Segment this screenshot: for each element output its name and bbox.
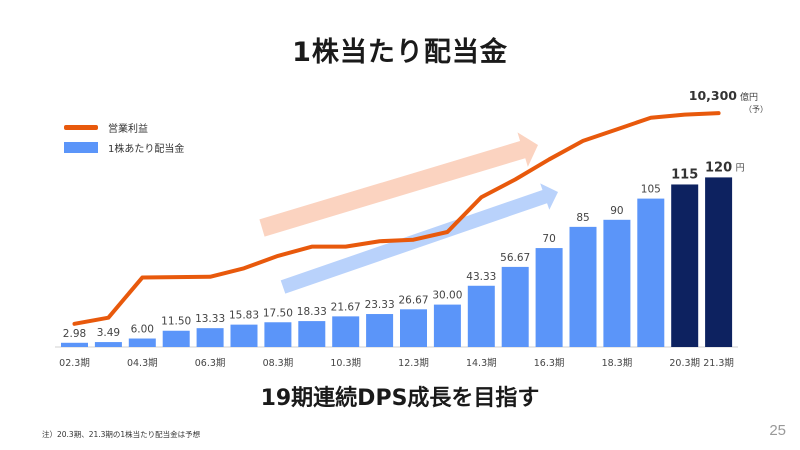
dps-bar-label-09.3期: 18.33 [297, 306, 327, 318]
dps-bar-03.3期 [94, 342, 122, 347]
dps-bar-14.3期 [467, 285, 495, 347]
dps-bar-21.3期 [705, 177, 733, 347]
dps-bar-label-10.3期: 21.67 [331, 301, 361, 313]
trend-arrow-orange-shape [259, 132, 538, 237]
x-tick-label-21.3期: 21.3期 [703, 358, 734, 369]
legend-line-label: 営業利益 [108, 123, 148, 135]
dps-bar-label-02.3期: 2.98 [63, 328, 86, 340]
dps-bar-17.3期 [569, 226, 597, 347]
dps-bar-label-18.3期: 90 [610, 205, 623, 217]
legend-item-line: 営業利益 [64, 117, 184, 137]
dps-bar-07.3期 [230, 324, 258, 347]
dps-bar-label-12.3期: 26.67 [398, 294, 428, 306]
legend-bar-swatch [64, 141, 98, 153]
x-tick-label-18.3期: 18.3期 [602, 358, 633, 369]
x-tick-label-12.3期: 12.3期 [398, 358, 429, 369]
dps-bar-label-08.3期: 17.50 [263, 307, 293, 319]
dps-bar-label-03.3期: 3.49 [97, 327, 120, 339]
dps-bar-label-05.3期: 11.50 [161, 316, 191, 328]
dps-bar-label-16.3期: 70 [542, 233, 555, 245]
dps-bar-label-14.3期: 43.33 [466, 271, 496, 283]
legend-line-swatch [64, 124, 98, 130]
dps-forecast-unit: 円 [736, 162, 745, 173]
footnote: 注）20.3期、21.3期の1株当たり配当金は予想 [42, 430, 201, 439]
x-tick-label-10.3期: 10.3期 [330, 358, 361, 369]
dps-bar-label-13.3期: 30.00 [432, 290, 462, 302]
dps-bar-15.3期 [501, 266, 529, 347]
x-tick-label-16.3期: 16.3期 [534, 358, 565, 369]
dps-bar-label-17.3期: 85 [576, 212, 589, 224]
dps-bar-16.3期 [535, 248, 563, 347]
dps-bar-label-11.3期: 23.33 [365, 299, 395, 311]
dps-bar-02.3期 [61, 342, 88, 347]
operating-profit-line [72, 111, 721, 326]
page-subtitle: 19期連続DPS成長を目指す [260, 386, 540, 411]
profit-annotation-note: （予） [744, 105, 768, 114]
x-tick-label-06.3期: 06.3期 [195, 358, 226, 369]
dps-bar-12.3期 [400, 309, 427, 347]
dps-bar-label-07.3期: 15.83 [229, 310, 259, 322]
x-tick-label-02.3期: 02.3期 [59, 358, 90, 369]
legend-bar-label: 1株あたり配当金 [108, 143, 185, 155]
dps-bar-20.3期 [671, 184, 699, 347]
dps-bar-label-21.3期: 120 [705, 160, 732, 175]
dps-bar-13.3期 [433, 304, 461, 347]
dps-bar-label-19.3期: 105 [641, 184, 661, 196]
x-tick-label-20.3期: 20.3期 [669, 358, 700, 369]
chart-legend: 営業利益 1株あたり配当金 [64, 117, 184, 157]
x-tick-label-08.3期: 08.3期 [263, 358, 294, 369]
dps-bar-05.3期 [162, 330, 190, 347]
profit-annotation-unit: 億円 [740, 91, 758, 103]
page-number: 25 [769, 422, 786, 439]
legend-item-bar: 1株あたり配当金 [64, 137, 184, 157]
page-title: 1株当たり配当金 [292, 37, 508, 68]
dps-bar-label-15.3期: 56.67 [500, 252, 530, 264]
dps-bar-11.3期 [366, 314, 394, 347]
dps-bar-18.3期 [603, 219, 631, 347]
dps-bar-08.3期 [264, 322, 292, 347]
dps-bar-04.3期 [128, 338, 156, 347]
trend-arrow-orange [259, 132, 538, 237]
dps-bar-label-20.3期: 115 [671, 167, 698, 182]
dps-bar-19.3期 [637, 198, 665, 347]
dps-bar-10.3期 [332, 316, 360, 347]
x-tick-label-04.3期: 04.3期 [127, 358, 158, 369]
dps-bar-09.3期 [298, 321, 326, 347]
x-tick-label-14.3期: 14.3期 [466, 358, 497, 369]
dps-bar-label-06.3期: 13.33 [195, 313, 225, 325]
dps-bar-label-04.3期: 6.00 [131, 324, 154, 336]
dps-bar-06.3期 [196, 328, 224, 347]
profit-annotation-value: 10,300 [689, 88, 738, 103]
